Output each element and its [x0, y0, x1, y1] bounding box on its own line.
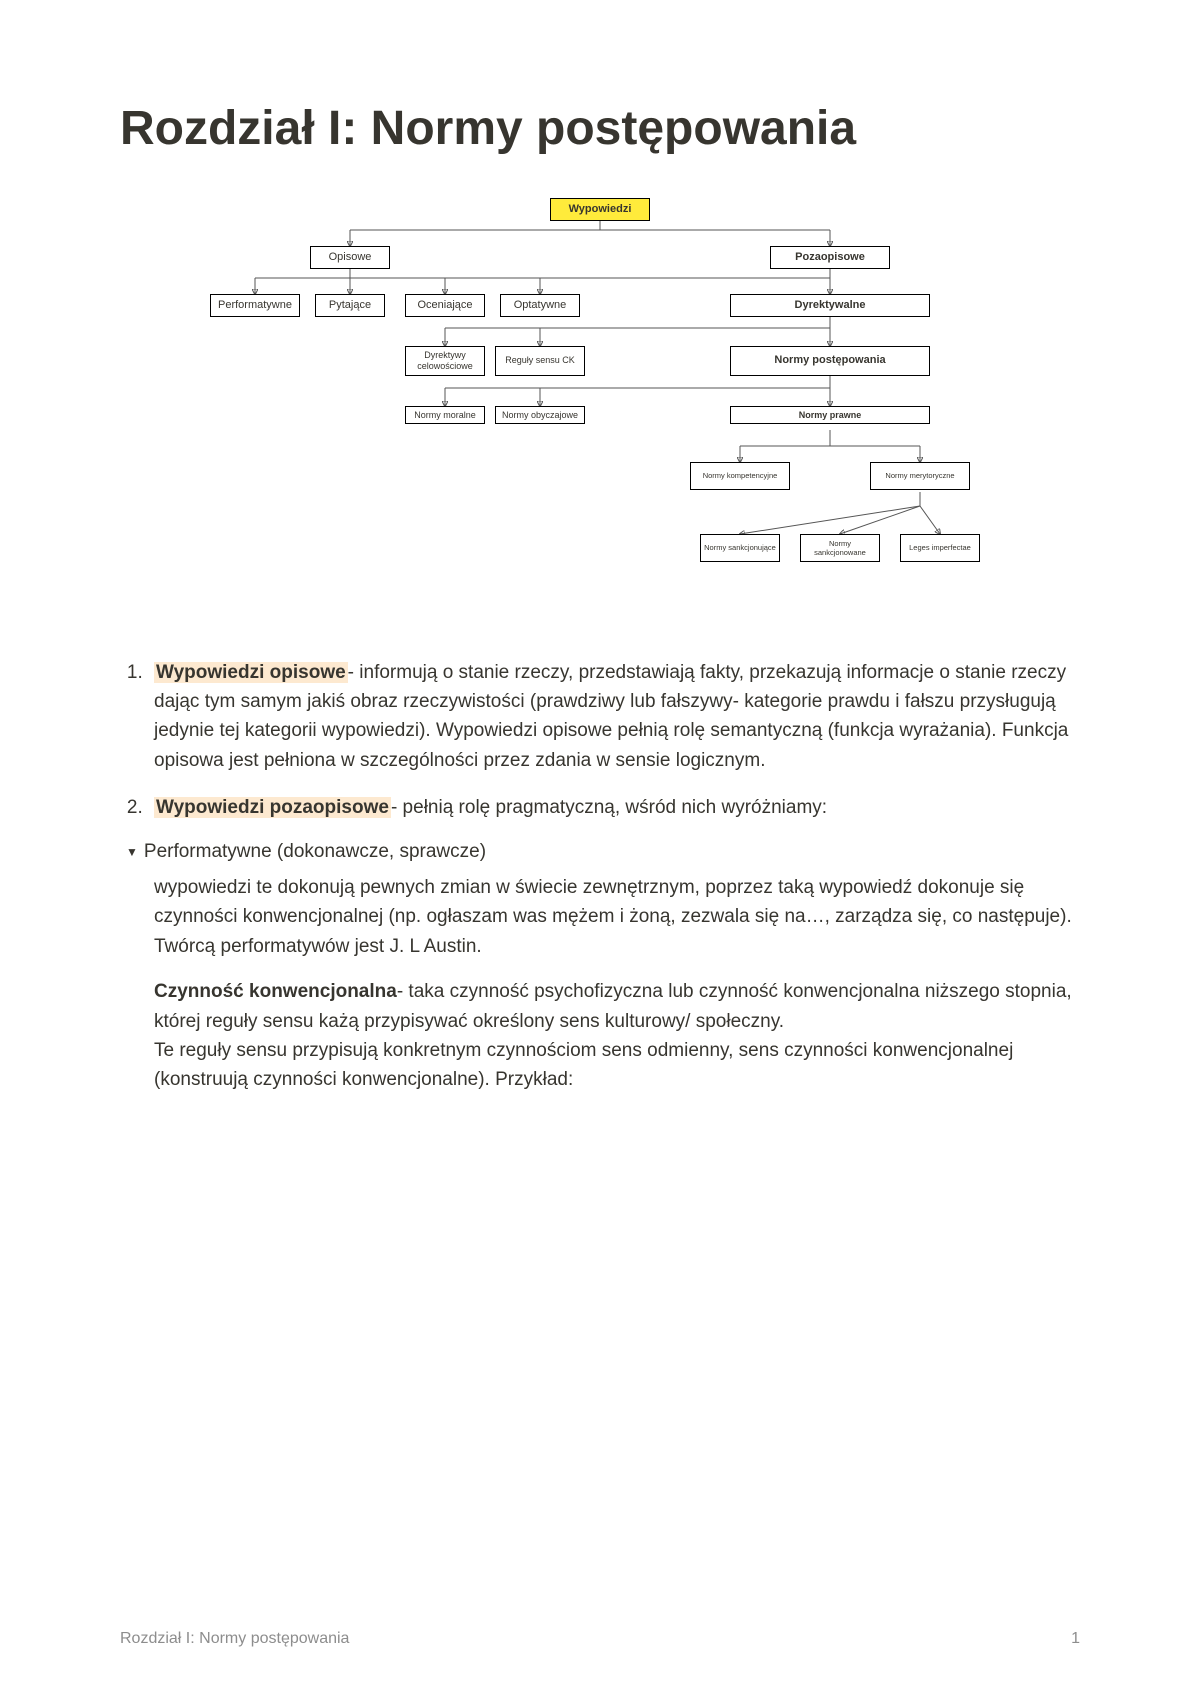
node-normy-sankcjonujace: Normy sankcjonujące: [700, 534, 780, 562]
definition-text: - pełnią rolę pragmatyczną, wśród nich w…: [391, 797, 827, 818]
page-title: Rozdział I: Normy postępowania: [120, 100, 1080, 158]
triangle-down-icon: ▼: [126, 845, 138, 859]
diagram-container: Wypowiedzi Opisowe Pozaopisowe Performat…: [120, 198, 1080, 618]
term-highlight: Wypowiedzi pozaopisowe: [154, 797, 391, 818]
node-normy-meryt: Normy merytoryczne: [870, 462, 970, 490]
definitions-list: Wypowiedzi opisowe- informują o stanie r…: [120, 658, 1080, 823]
node-performatywne: Performatywne: [210, 294, 300, 317]
term-highlight: Wypowiedzi opisowe: [154, 662, 348, 683]
node-opisowe: Opisowe: [310, 246, 390, 269]
node-oceniajace: Oceniające: [405, 294, 485, 317]
diagram: Wypowiedzi Opisowe Pozaopisowe Performat…: [220, 198, 980, 618]
toggle-header[interactable]: ▼ Performatywne (dokonawcze, sprawcze): [126, 841, 1080, 863]
node-root: Wypowiedzi: [550, 198, 650, 221]
list-item: Wypowiedzi pozaopisowe- pełnią rolę prag…: [148, 793, 1080, 822]
node-normy-moralne: Normy moralne: [405, 406, 485, 425]
toggle-title: Performatywne (dokonawcze, sprawcze): [144, 841, 486, 863]
page-number: 1: [1071, 1630, 1080, 1648]
node-optatywne: Optatywne: [500, 294, 580, 317]
node-normy-prawne: Normy prawne: [730, 406, 930, 425]
node-normy-post: Normy postępowania: [730, 346, 930, 376]
toggle-paragraph: wypowiedzi te dokonują pewnych zmian w ś…: [154, 873, 1080, 961]
node-pozaopisowe: Pozaopisowe: [770, 246, 890, 269]
node-normy-sankcjonowane: Normy sankcjonowane: [800, 534, 880, 562]
toggle-content: wypowiedzi te dokonują pewnych zmian w ś…: [126, 873, 1080, 1095]
node-pytajace: Pytające: [315, 294, 385, 317]
list-item: Wypowiedzi opisowe- informują o stanie r…: [148, 658, 1080, 776]
node-dyrektywy-cel: Dyrektywy celowościowe: [405, 346, 485, 376]
node-reguly-ck: Reguły sensu CK: [495, 346, 585, 376]
toggle-block: ▼ Performatywne (dokonawcze, sprawcze) w…: [126, 841, 1080, 1095]
page-footer: Rozdział I: Normy postępowania 1: [120, 1630, 1080, 1648]
node-leges-imperfectae: Leges imperfectae: [900, 534, 980, 562]
node-dyrektywalne: Dyrektywalne: [730, 294, 930, 317]
footer-title: Rozdział I: Normy postępowania: [120, 1630, 349, 1648]
node-normy-kompet: Normy kompetencyjne: [690, 462, 790, 490]
toggle-paragraph: Czynność konwencjonalna- taka czynność p…: [154, 977, 1080, 1095]
node-normy-obyczajowe: Normy obyczajowe: [495, 406, 585, 425]
term-bold: Czynność konwencjonalna: [154, 981, 397, 1002]
